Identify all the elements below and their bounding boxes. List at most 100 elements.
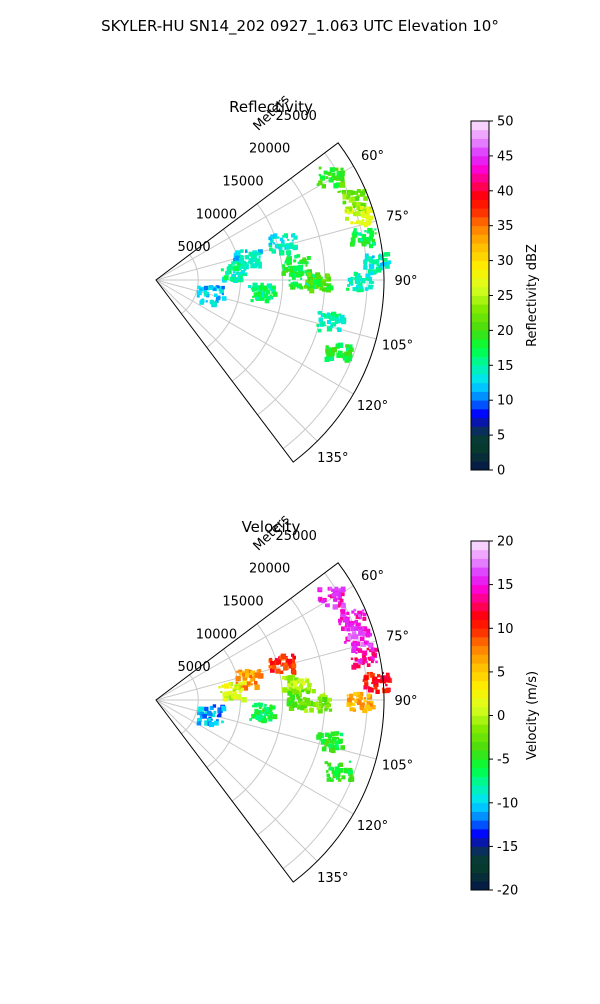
echo-gate	[346, 287, 350, 291]
echo-gate	[355, 220, 360, 225]
echo-gate	[350, 221, 354, 225]
echo-gate	[342, 613, 346, 616]
echo-gate	[364, 230, 367, 233]
echo-gate	[371, 281, 375, 284]
echo-gate	[331, 745, 335, 749]
echo-gate	[354, 612, 357, 616]
echo-gate	[367, 686, 370, 689]
echo-gate	[294, 255, 298, 259]
echo-gate	[249, 675, 252, 678]
echo-gate	[227, 682, 232, 686]
echo-gate	[348, 357, 352, 362]
echo-gate	[209, 299, 215, 305]
echo-gate	[237, 683, 240, 686]
echo-gate	[243, 264, 249, 270]
echo-gate	[317, 732, 323, 738]
echo-gate	[370, 647, 375, 652]
echo-gate	[268, 242, 273, 247]
echo-gate	[339, 190, 342, 193]
echo-gate	[284, 267, 288, 271]
colorbar-tick-label: 5	[497, 665, 505, 680]
echo-gate	[370, 660, 374, 664]
echo-gate	[337, 190, 340, 193]
echo-gate	[356, 189, 361, 193]
echo-gate	[350, 237, 356, 243]
echo-gate	[221, 705, 224, 709]
radial-gridline	[257, 178, 326, 416]
echo-gate	[317, 280, 322, 284]
colorbar-segment	[471, 776, 489, 786]
echo-gate	[366, 672, 369, 675]
echo-gate	[258, 673, 264, 679]
colorbar-segment	[471, 541, 489, 551]
echo-gate	[309, 283, 315, 288]
echo-gate	[231, 261, 235, 265]
echo-gate	[283, 666, 288, 671]
echo-gate	[331, 588, 335, 592]
echo-gate	[352, 643, 358, 649]
echo-gate	[271, 235, 274, 238]
echo-gate	[238, 681, 243, 686]
echo-gate	[299, 701, 305, 707]
echo-gate	[352, 230, 356, 234]
echo-gate	[244, 668, 250, 674]
echo-gate	[351, 642, 355, 646]
colorbar-segment	[471, 243, 489, 253]
echo-gate	[360, 238, 366, 244]
echo-gate	[210, 706, 214, 709]
echo-gate	[244, 255, 250, 260]
echo-gate	[326, 312, 330, 316]
echo-gate	[359, 703, 365, 709]
echo-gate	[264, 708, 269, 713]
echo-gate	[330, 316, 336, 321]
echo-gate	[320, 281, 326, 287]
azimuth-tick-label: 60°	[361, 569, 384, 584]
echo-gate	[349, 707, 354, 712]
echo-gate	[375, 660, 378, 664]
echo-gate	[330, 778, 334, 782]
colorbar-segment	[471, 452, 489, 462]
echo-gate	[365, 628, 371, 634]
echo-gate	[339, 598, 342, 601]
colorbar-label: Velocity (m/s)	[525, 671, 540, 760]
echo-gate	[215, 719, 219, 723]
echo-gate	[361, 627, 365, 630]
colorbar-segment	[471, 863, 489, 873]
echo-gate	[347, 769, 353, 775]
echo-gate	[337, 769, 341, 773]
echo-gate	[354, 231, 359, 235]
echo-gate	[255, 714, 261, 720]
echo-gate	[371, 238, 375, 242]
colorbar-tick-label: 45	[497, 149, 514, 164]
echo-gate	[291, 669, 296, 674]
echo-gate	[333, 770, 339, 776]
echo-gate	[338, 762, 344, 767]
echo-gate	[271, 289, 276, 294]
echo-gate	[321, 746, 327, 752]
echo-gate	[333, 597, 338, 602]
echo-gate	[265, 289, 271, 295]
echo-gate	[286, 268, 290, 272]
panel-title: Velocity	[242, 518, 301, 536]
echo-gate	[287, 675, 294, 681]
echo-gate	[350, 626, 356, 632]
echo-gate	[241, 697, 247, 703]
echo-gate	[201, 298, 205, 301]
echo-gate	[237, 272, 243, 277]
echo-gate	[340, 350, 343, 354]
echo-gate	[341, 588, 346, 592]
echo-gate	[387, 260, 392, 265]
echo-gate	[318, 732, 321, 735]
echo-gate	[290, 284, 296, 290]
colorbar-segment	[471, 382, 489, 392]
colorbar-segment	[471, 785, 489, 795]
echo-gate	[252, 704, 255, 708]
echo-gate	[354, 222, 357, 225]
echo-gate	[361, 210, 365, 214]
echo-gate	[293, 259, 297, 263]
echo-gate	[343, 620, 346, 623]
colorbar-segment	[471, 295, 489, 305]
echo-gate	[214, 293, 218, 298]
echo-gate	[256, 285, 262, 291]
echo-gate	[197, 709, 203, 715]
